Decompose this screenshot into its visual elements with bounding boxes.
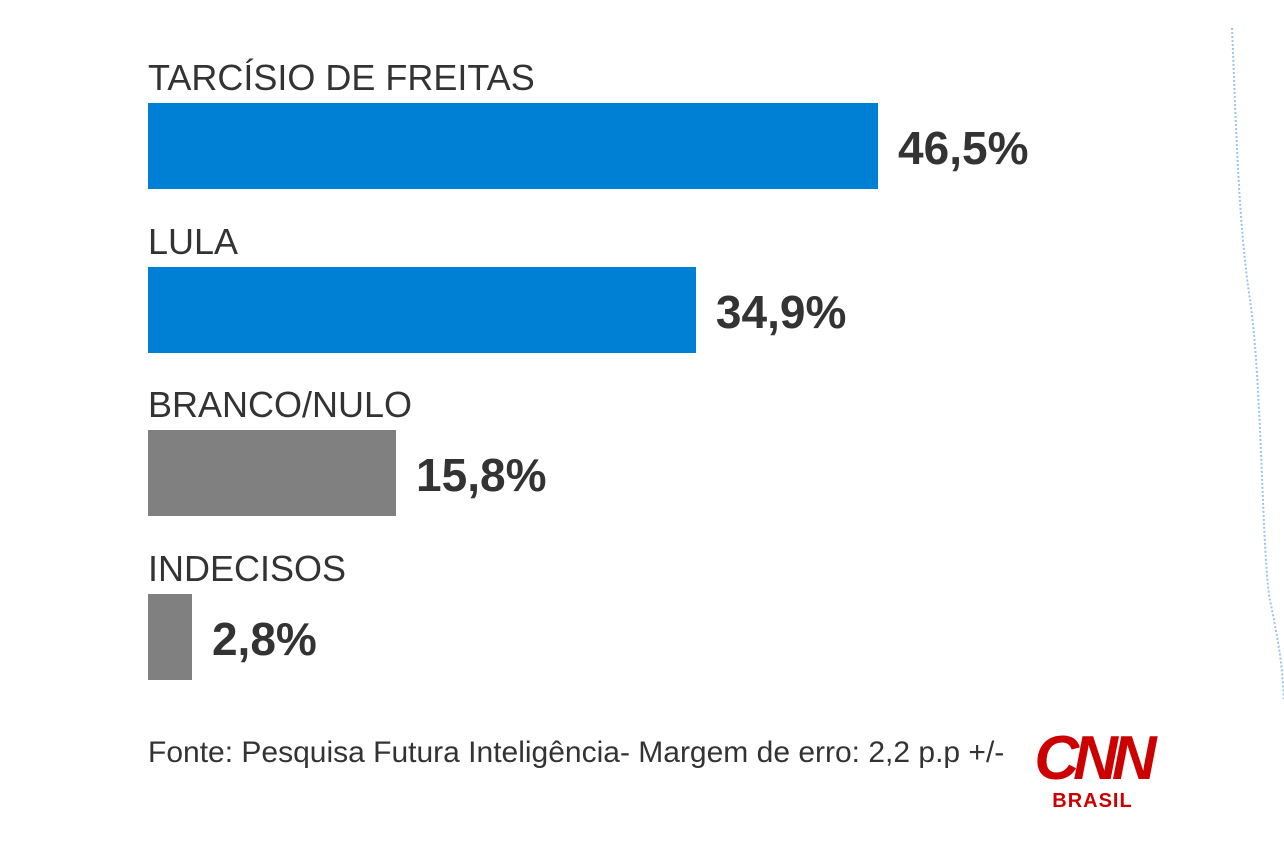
source-note: Fonte: Pesquisa Futura Inteligência- Mar… bbox=[148, 736, 1005, 769]
category-label: INDECISOS bbox=[148, 547, 347, 589]
value-label: 2,8% bbox=[211, 612, 317, 665]
bar bbox=[148, 103, 879, 189]
category-label: LULA bbox=[148, 220, 239, 262]
value-label: 15,8% bbox=[416, 449, 547, 501]
category-label: TARCÍSIO DE FREITAS bbox=[148, 57, 535, 98]
bar bbox=[148, 266, 696, 353]
bar bbox=[148, 593, 192, 680]
cnn-brasil-logo: CNN BRASIL bbox=[1030, 724, 1156, 816]
category-label: BRANCO/NULO bbox=[148, 384, 413, 425]
logo-brand: CNN bbox=[1034, 724, 1156, 793]
value-label: 46,5% bbox=[898, 122, 1029, 174]
bar bbox=[148, 430, 397, 516]
value-label: 34,9% bbox=[715, 285, 847, 338]
logo-sub: BRASIL bbox=[1052, 790, 1133, 812]
